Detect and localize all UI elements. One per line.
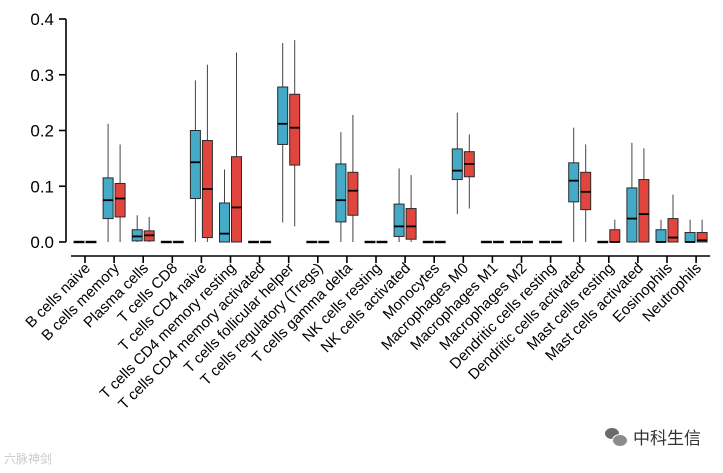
box-body: [609, 229, 621, 243]
box-1: [597, 240, 609, 244]
box-1: [189, 80, 201, 242]
watermark-right-text: 中科生信: [633, 429, 701, 449]
box-2: [201, 64, 213, 242]
box-body: [347, 171, 359, 216]
box-1: [102, 123, 114, 242]
box-body: [568, 162, 580, 203]
box-body: [277, 86, 289, 145]
box-1: [160, 240, 172, 244]
box-1: [248, 240, 260, 244]
box-2: [522, 240, 533, 244]
box-1: [364, 240, 376, 244]
box-body: [335, 163, 347, 223]
box-2: [347, 114, 359, 242]
box-2: [667, 194, 679, 243]
box-body: [189, 130, 201, 200]
box-2: [85, 240, 97, 244]
box-1: [539, 240, 551, 244]
box-body: [131, 229, 143, 242]
y-tick-label: 0.1: [30, 177, 54, 196]
y-tick-label: 0.0: [30, 233, 54, 252]
box-2: [696, 219, 708, 243]
box-body: [231, 156, 242, 243]
box-2: [114, 144, 126, 242]
box-1: [568, 127, 580, 242]
box-2: [638, 148, 650, 243]
box-body: [219, 202, 230, 243]
box-2: [551, 240, 563, 244]
box-body: [696, 232, 708, 243]
box-1: [422, 240, 434, 244]
box-2: [463, 134, 475, 209]
box-body: [114, 182, 126, 218]
box-2: [260, 240, 272, 244]
box-body: [684, 232, 696, 243]
y-tick-label: 0.2: [30, 122, 54, 141]
box-2: [231, 52, 242, 243]
box-1: [626, 142, 638, 243]
box-body: [667, 218, 679, 243]
box-1: [480, 240, 492, 244]
box-1: [335, 132, 347, 242]
box-1: [393, 168, 405, 242]
box-1: [277, 42, 289, 223]
y-tick-label: 0.4: [30, 10, 54, 29]
box-1: [510, 240, 521, 244]
box-2: [172, 240, 184, 244]
box-body: [638, 179, 650, 243]
box-1: [131, 215, 143, 242]
box-1: [684, 219, 696, 243]
box-body: [451, 148, 463, 181]
box-body: [655, 229, 667, 243]
box-1: [655, 219, 667, 243]
box-body: [626, 187, 638, 243]
box-1: [451, 112, 463, 215]
box-body: [393, 203, 405, 237]
boxes-layer: [73, 40, 708, 244]
box-1: [306, 240, 318, 244]
box-1: [219, 169, 230, 243]
box-1: [73, 240, 85, 244]
box-2: [143, 216, 155, 242]
box-2: [318, 240, 330, 244]
box-body: [405, 208, 417, 240]
box-body: [102, 177, 114, 220]
box-2: [580, 144, 592, 242]
y-axis: 0.0 0.1 0.2 0.3 0.4: [30, 10, 67, 252]
box-2: [376, 240, 388, 244]
box-2: [405, 175, 417, 242]
box-2: [492, 240, 504, 244]
y-tick-label: 0.3: [30, 66, 54, 85]
wechat-icon: [605, 427, 628, 447]
watermark-left: 六脉神剑: [4, 452, 53, 466]
box-body: [289, 93, 301, 166]
box-2: [434, 240, 446, 244]
watermark-right: 中科生信: [605, 424, 701, 449]
box-2: [289, 40, 301, 227]
box-2: [609, 219, 621, 243]
x-axis: [71, 255, 711, 263]
